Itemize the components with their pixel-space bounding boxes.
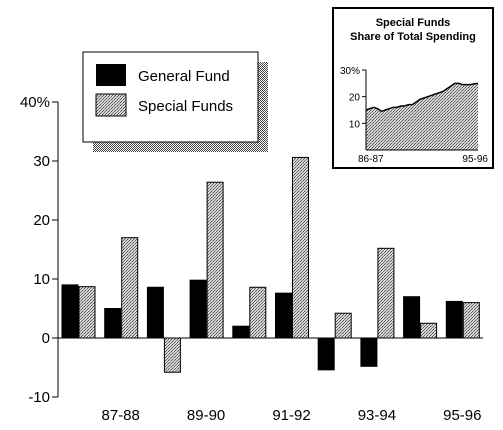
inset-title-line-2: Share of Total Spending bbox=[350, 31, 476, 43]
inset-title-line-1: Special Funds bbox=[376, 17, 451, 29]
bar-general-fund bbox=[61, 284, 79, 339]
bar-special-funds bbox=[334, 312, 352, 339]
bar-general-fund bbox=[189, 279, 207, 339]
x-tick-label: 87-88 bbox=[102, 407, 140, 424]
inset-y-tick-label: 30% bbox=[340, 66, 360, 77]
y-tick-label: -10 bbox=[28, 389, 50, 406]
legend: General Fund Special Funds bbox=[82, 51, 268, 152]
bar-special-funds bbox=[292, 156, 309, 339]
bar-special-funds bbox=[377, 247, 395, 339]
bar-special-funds bbox=[78, 286, 96, 339]
inset-y-tick-label: 10 bbox=[349, 119, 361, 130]
inset-area-line bbox=[365, 82, 479, 113]
bar-general-fund bbox=[403, 296, 421, 339]
y-tick-label: 40% bbox=[20, 94, 50, 111]
bar-general-fund bbox=[317, 337, 335, 371]
inset-axes: 30% 20 10 86-87 95-96 bbox=[340, 66, 488, 165]
bar-special-funds bbox=[249, 286, 267, 339]
x-tick-label: 95-96 bbox=[443, 407, 481, 424]
bar-special-funds bbox=[206, 181, 224, 339]
legend-swatch-general-fund bbox=[96, 64, 126, 86]
x-tick-label: 89-90 bbox=[187, 407, 225, 424]
legend-swatch-special-funds bbox=[95, 93, 127, 117]
bar-special-funds bbox=[420, 322, 438, 339]
y-tick-label: 10 bbox=[33, 271, 50, 288]
bar-general-fund bbox=[275, 292, 292, 339]
inset-area-fill bbox=[366, 83, 478, 150]
main-bars bbox=[61, 156, 480, 373]
bar-general-fund bbox=[232, 325, 250, 339]
y-tick-label: 0 bbox=[42, 330, 50, 347]
x-tick-label: 91-92 bbox=[272, 407, 310, 424]
bar-special-funds bbox=[462, 302, 480, 339]
bar-general-fund bbox=[360, 337, 378, 367]
main-axes: 40% 30 20 10 0 -10 87-88 89-90 91-92 93-94 95-96 bbox=[20, 94, 483, 424]
inset-y-tick-label: 20 bbox=[349, 93, 361, 104]
legend-label-general-fund: General Fund bbox=[138, 68, 230, 85]
bar-special-funds bbox=[163, 337, 181, 373]
inset-x-label-end: 95-96 bbox=[462, 154, 488, 165]
inset-area bbox=[365, 82, 479, 150]
inset-chart: Special Funds Share of Total Spending 30… bbox=[332, 7, 494, 169]
bar-general-fund bbox=[146, 286, 164, 339]
bar-special-funds bbox=[121, 237, 139, 339]
x-tick-label: 93-94 bbox=[358, 407, 396, 424]
inset-x-label-start: 86-87 bbox=[358, 154, 384, 165]
y-tick-label: 20 bbox=[33, 212, 50, 229]
bar-general-fund bbox=[104, 308, 122, 339]
y-tick-label: 30 bbox=[33, 153, 50, 170]
bar-general-fund bbox=[445, 300, 463, 339]
legend-label-special-funds: Special Funds bbox=[138, 98, 233, 115]
